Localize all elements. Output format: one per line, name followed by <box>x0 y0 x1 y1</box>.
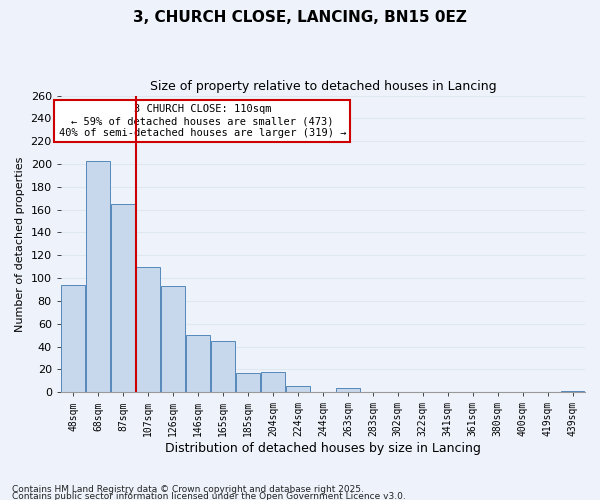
Text: Contains HM Land Registry data © Crown copyright and database right 2025.: Contains HM Land Registry data © Crown c… <box>12 486 364 494</box>
Text: Contains public sector information licensed under the Open Government Licence v3: Contains public sector information licen… <box>12 492 406 500</box>
Bar <box>136 266 160 392</box>
Text: 3, CHURCH CLOSE, LANCING, BN15 0EZ: 3, CHURCH CLOSE, LANCING, BN15 0EZ <box>133 10 467 25</box>
Bar <box>186 335 210 392</box>
Y-axis label: Number of detached properties: Number of detached properties <box>15 156 25 332</box>
Bar <box>211 341 235 392</box>
Bar <box>161 286 185 392</box>
Bar <box>336 388 360 392</box>
Bar <box>236 373 260 392</box>
Bar <box>286 386 310 392</box>
Bar <box>560 391 584 392</box>
Bar <box>86 160 110 392</box>
Bar <box>61 285 85 392</box>
X-axis label: Distribution of detached houses by size in Lancing: Distribution of detached houses by size … <box>165 442 481 455</box>
Bar <box>112 204 135 392</box>
Bar <box>261 372 285 392</box>
Title: Size of property relative to detached houses in Lancing: Size of property relative to detached ho… <box>149 80 496 93</box>
Text: 3 CHURCH CLOSE: 110sqm
← 59% of detached houses are smaller (473)
40% of semi-de: 3 CHURCH CLOSE: 110sqm ← 59% of detached… <box>59 104 346 138</box>
